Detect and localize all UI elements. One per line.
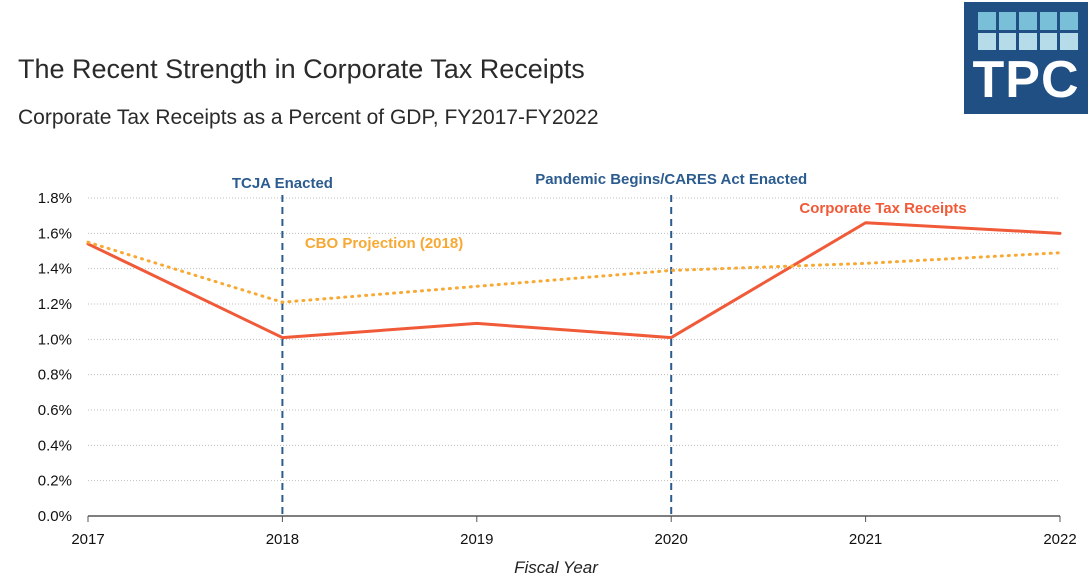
event-marker-label: Pandemic Begins/CARES Act Enacted: [535, 171, 807, 188]
logo-grid-cell: [1019, 12, 1037, 30]
y-axis-tick-label: 0.8%: [38, 367, 72, 384]
x-axis-tick-label: 2021: [849, 531, 882, 548]
logo-grid-cell: [1060, 12, 1078, 30]
page-title: The Recent Strength in Corporate Tax Rec…: [18, 54, 585, 84]
logo-grid-cell: [1039, 32, 1058, 50]
y-axis-tick-label: 1.0%: [38, 331, 72, 348]
x-axis-title: Fiscal Year: [514, 558, 599, 577]
logo-grid-cell: [998, 32, 1017, 50]
cbo-projection-label: CBO Projection (2018): [305, 235, 463, 252]
cbo-projection-series-line: [86, 240, 1062, 304]
y-axis-tick-label: 1.6%: [38, 225, 72, 242]
y-axis-tick-label: 1.8%: [38, 190, 72, 207]
corporate-tax-receipts-label: Corporate Tax Receipts: [799, 200, 966, 217]
y-axis-tick-label: 1.2%: [38, 296, 72, 313]
x-axis-tick-label: 2022: [1043, 531, 1076, 548]
y-axis-tick-label: 0.6%: [38, 402, 72, 419]
x-axis-tick-label: 2018: [266, 531, 299, 548]
logo-grid-cell: [978, 32, 996, 50]
logo-grid-cell: [978, 12, 996, 30]
x-axis-tick-label: 2019: [460, 531, 493, 548]
page-subtitle: Corporate Tax Receipts as a Percent of G…: [18, 106, 599, 129]
y-axis-tick-label: 1.4%: [38, 261, 72, 278]
logo-grid-cell: [1060, 32, 1078, 50]
logo-grid-cell: [998, 12, 1017, 30]
y-axis-tick-label: 0.0%: [38, 508, 72, 525]
logo-grid-cell: [1019, 32, 1037, 50]
logo-text: TPC: [972, 51, 1080, 109]
x-axis-tick-label: 2017: [71, 531, 104, 548]
y-axis-tick-label: 0.2%: [38, 473, 72, 490]
x-axis-tick-label: 2020: [655, 531, 688, 548]
logo-grid-cell: [1039, 12, 1058, 30]
tpc-logo: TPC: [964, 2, 1088, 114]
event-marker-label: TCJA Enacted: [232, 175, 333, 192]
logo-grid-icon: [978, 12, 1078, 50]
corporate-tax-receipts-series-line: [86, 221, 1062, 340]
y-axis-tick-label: 0.4%: [38, 437, 72, 454]
